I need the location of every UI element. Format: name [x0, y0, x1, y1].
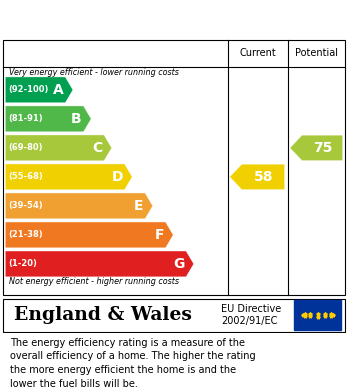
Text: D: D: [111, 170, 123, 184]
Text: 75: 75: [313, 141, 332, 155]
Text: England & Wales: England & Wales: [14, 306, 192, 324]
Polygon shape: [5, 251, 194, 277]
Text: The energy efficiency rating is a measure of the
overall efficiency of a home. T: The energy efficiency rating is a measur…: [10, 338, 256, 389]
Polygon shape: [5, 193, 153, 219]
Text: EU Directive
2002/91/EC: EU Directive 2002/91/EC: [221, 304, 281, 326]
Text: Potential: Potential: [295, 48, 338, 58]
Text: Current: Current: [240, 48, 276, 58]
Polygon shape: [5, 77, 73, 103]
Text: F: F: [155, 228, 164, 242]
Bar: [294, 300, 341, 330]
Text: A: A: [53, 83, 64, 97]
Text: E: E: [134, 199, 143, 213]
Text: Not energy efficient - higher running costs: Not energy efficient - higher running co…: [9, 277, 179, 286]
Polygon shape: [290, 135, 343, 161]
Text: (92-100): (92-100): [9, 85, 49, 94]
Text: C: C: [92, 141, 102, 155]
Text: Energy Efficiency Rating: Energy Efficiency Rating: [14, 11, 235, 26]
Text: (39-54): (39-54): [9, 201, 43, 210]
Polygon shape: [5, 135, 112, 161]
Text: Very energy efficient - lower running costs: Very energy efficient - lower running co…: [9, 68, 179, 77]
Polygon shape: [5, 222, 173, 248]
Text: (69-80): (69-80): [9, 143, 43, 152]
Text: 58: 58: [253, 170, 273, 184]
Polygon shape: [5, 164, 132, 190]
Text: (81-91): (81-91): [9, 115, 43, 124]
Text: B: B: [71, 112, 82, 126]
Text: (1-20): (1-20): [9, 260, 38, 269]
Text: G: G: [173, 257, 184, 271]
Text: (55-68): (55-68): [9, 172, 44, 181]
Text: (21-38): (21-38): [9, 230, 43, 239]
Polygon shape: [5, 106, 91, 132]
Polygon shape: [230, 164, 285, 190]
